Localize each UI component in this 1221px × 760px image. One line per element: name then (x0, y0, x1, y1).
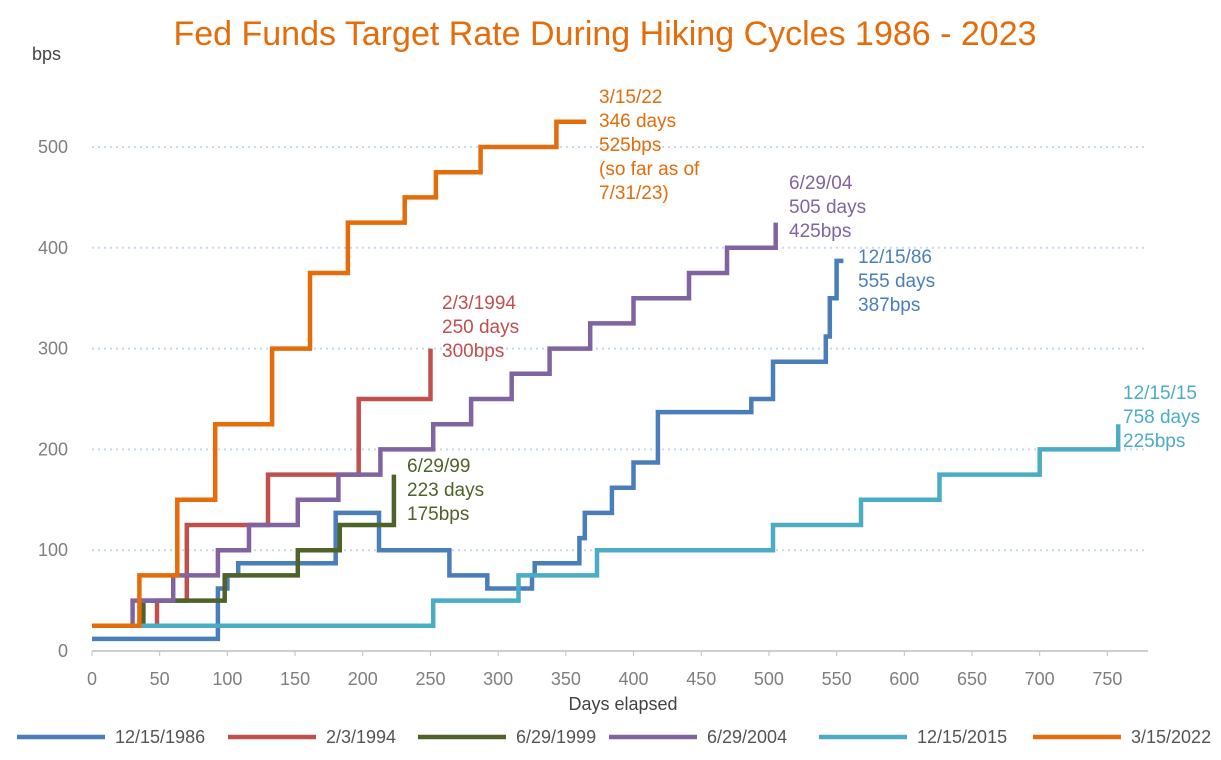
annotation-line: 225bps (1123, 431, 1185, 452)
annotation-line: 250 days (442, 317, 519, 338)
annotation-line: 525bps (599, 135, 661, 156)
x-tick-label: 600 (889, 669, 919, 689)
x-tick-label: 700 (1025, 669, 1055, 689)
x-tick-label: 100 (212, 669, 242, 689)
annotation-line: 7/31/23) (599, 183, 669, 204)
y-tick-labels: 0 100 200 300 400 500 (38, 137, 68, 661)
series-line-5 (92, 119, 587, 629)
annotation-line: 758 days (1123, 407, 1200, 428)
legend: 12/15/1986 2/3/1994 6/29/1999 6/29/2004 12/1… (17, 727, 1211, 747)
annotation-line: 425bps (789, 221, 851, 242)
x-tick-label: 50 (150, 669, 170, 689)
legend-label: 6/29/1999 (516, 727, 596, 747)
annotation-line: 12/15/86 (858, 247, 932, 268)
series-annotations: 12/15/86 555 days 387bps 2/3/1994 250 days 30… (407, 87, 1200, 525)
x-tick-label: 500 (754, 669, 784, 689)
x-tick-label: 300 (483, 669, 513, 689)
x-tick-label: 200 (348, 669, 378, 689)
x-tick-labels: 0 50 100 150 200 250 300 350 400 450 500 550 600 650 7… (87, 651, 1122, 689)
series-line-2 (92, 474, 397, 629)
y-axis-label: bps (32, 44, 61, 64)
y-tick-label: 0 (58, 641, 68, 661)
annotation-line: 3/15/22 (599, 87, 662, 108)
annotation-line: 387bps (858, 295, 920, 316)
series-line-1 (92, 348, 433, 629)
legend-label: 6/29/2004 (707, 727, 787, 747)
x-tick-label: 250 (415, 669, 445, 689)
x-tick-label: 400 (619, 669, 649, 689)
annotation-line: 175bps (407, 504, 469, 525)
x-tick-label: 750 (1092, 669, 1122, 689)
series-lines (92, 119, 1121, 642)
annotation-line: (so far as of (599, 159, 700, 180)
legend-label: 12/15/1986 (115, 727, 205, 747)
legend-label: 3/15/2022 (1131, 727, 1211, 747)
annotation-line: 346 days (599, 111, 676, 132)
y-tick-label: 400 (38, 238, 68, 258)
x-tick-label: 0 (87, 669, 97, 689)
x-tick-label: 650 (957, 669, 987, 689)
y-tick-label: 500 (38, 137, 68, 157)
y-tick-label: 100 (38, 540, 68, 560)
x-tick-label: 350 (551, 669, 581, 689)
annotation-line: 555 days (858, 271, 935, 292)
x-tick-label: 550 (822, 669, 852, 689)
legend-label: 12/15/2015 (917, 727, 1007, 747)
annotation-line: 300bps (442, 341, 504, 362)
annotation-line: 12/15/15 (1123, 383, 1197, 404)
annotation-line: 505 days (789, 197, 866, 218)
y-tick-label: 200 (38, 439, 68, 459)
legend-label: 2/3/1994 (326, 727, 396, 747)
annotation-line: 223 days (407, 480, 484, 501)
grid-lines (92, 146, 1146, 552)
annotation-line: 6/29/99 (407, 456, 470, 477)
y-tick-label: 300 (38, 339, 68, 359)
x-tick-label: 150 (280, 669, 310, 689)
chart-title: Fed Funds Target Rate During Hiking Cycl… (173, 15, 1036, 53)
x-axis-label: Days elapsed (568, 694, 677, 714)
x-tick-label: 450 (686, 669, 716, 689)
annotation-line: 2/3/1994 (442, 293, 516, 314)
series-line-3 (92, 222, 778, 629)
annotation-line: 6/29/04 (789, 173, 853, 194)
series-line-0 (92, 258, 844, 642)
series-line-4 (92, 424, 1121, 629)
